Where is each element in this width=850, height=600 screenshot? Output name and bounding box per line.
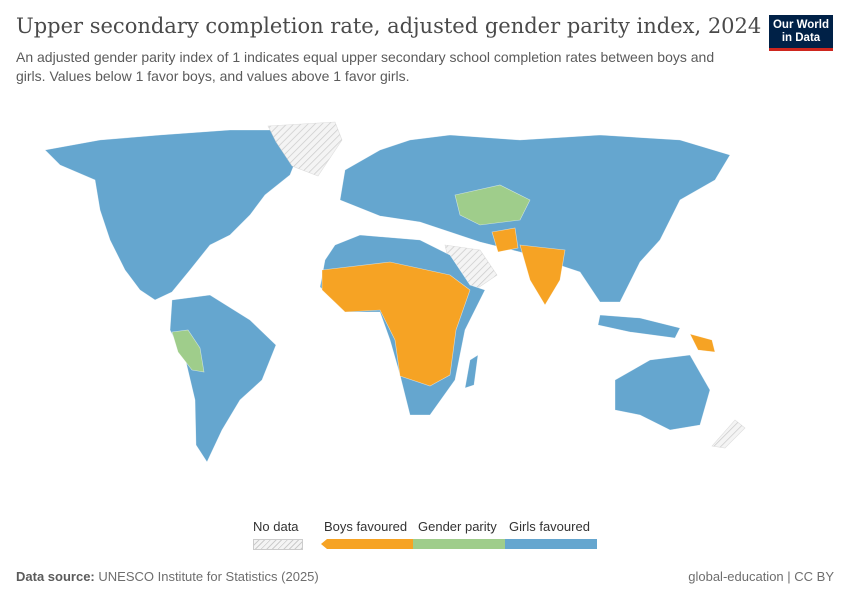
region-greenland[interactable] bbox=[267, 121, 343, 177]
region-australia[interactable] bbox=[614, 354, 711, 431]
chart-subtitle: An adjusted gender parity index of 1 ind… bbox=[16, 49, 715, 84]
legend-label-girls: Girls favoured bbox=[509, 519, 590, 534]
region-new-zealand[interactable] bbox=[711, 419, 746, 449]
legend-label-parity: Gender parity bbox=[418, 519, 497, 534]
data-source: Data source: UNESCO Institute for Statis… bbox=[16, 569, 319, 584]
legend-label-boys: Boys favoured bbox=[324, 519, 408, 534]
world-map[interactable] bbox=[0, 110, 850, 510]
region-indonesia[interactable] bbox=[597, 314, 681, 339]
legend-bar-boys[interactable] bbox=[321, 539, 413, 549]
region-papua-new-guinea[interactable] bbox=[689, 333, 716, 353]
legend-no-data-label: No data bbox=[253, 519, 299, 534]
owid-logo[interactable]: Our World in Data bbox=[769, 15, 833, 51]
footer-license[interactable]: global-education | CC BY bbox=[688, 569, 834, 584]
region-kazakhstan[interactable] bbox=[454, 184, 531, 226]
legend-bar-parity[interactable] bbox=[413, 539, 505, 549]
data-source-link[interactable]: UNESCO Institute for Statistics (2025) bbox=[98, 569, 319, 584]
region-peru[interactable] bbox=[171, 329, 205, 373]
legend-bar-girls[interactable] bbox=[505, 539, 597, 549]
region-south-america[interactable] bbox=[169, 294, 277, 463]
region-sub-saharan-boys-favoured[interactable] bbox=[321, 261, 471, 387]
region-eurasia[interactable] bbox=[339, 134, 731, 303]
region-afghanistan[interactable] bbox=[491, 227, 519, 253]
region-north-america[interactable] bbox=[44, 129, 301, 301]
data-source-label: Data source: bbox=[16, 569, 95, 584]
chart-title: Upper secondary completion rate, adjuste… bbox=[16, 14, 762, 38]
legend-no-data-swatch bbox=[253, 539, 303, 550]
region-madagascar[interactable] bbox=[464, 354, 479, 389]
region-india[interactable] bbox=[519, 244, 566, 306]
